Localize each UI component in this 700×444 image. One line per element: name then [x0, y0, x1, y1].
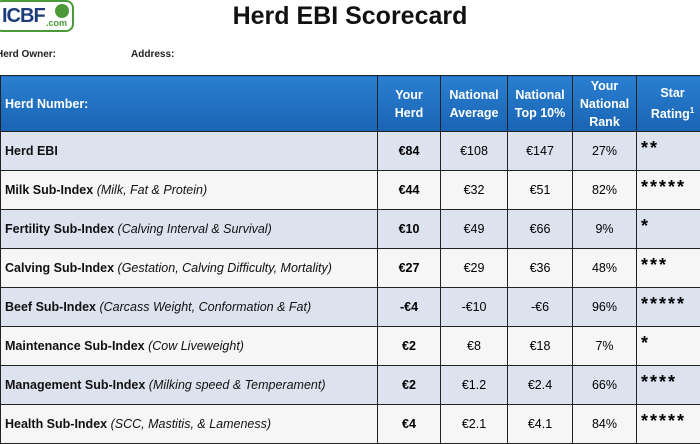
column-label: Your National Rank [580, 79, 629, 129]
row-label: Milk Sub-Index (Milk, Fat & Protein) [1, 171, 378, 210]
row-label: Health Sub-Index (SCC, Mastitis, & Lamen… [1, 405, 378, 444]
value-cell: €32 [441, 171, 508, 210]
row-detail: (Gestation, Calving Difficulty, Mortalit… [118, 261, 332, 275]
column-header: Star Rating1 [637, 76, 700, 132]
address-label: Address: [131, 49, 174, 60]
table-row: Calving Sub-Index (Gestation, Calving Di… [1, 249, 700, 288]
row-detail: (Cow Liveweight) [148, 339, 244, 353]
column-header: Herd Number: [1, 76, 378, 132]
row-name: Maintenance Sub-Index [5, 339, 145, 353]
column-label: Herd Number: [5, 97, 88, 111]
table-row: Health Sub-Index (SCC, Mastitis, & Lamen… [1, 405, 700, 444]
row-name: Fertility Sub-Index [5, 222, 114, 236]
row-name: Management Sub-Index [5, 378, 145, 392]
column-label: Your Herd [395, 88, 423, 120]
value-cell: €10 [378, 210, 441, 249]
scorecard-table: Herd Number: Your Herd National Average Nat… [0, 75, 700, 444]
row-detail: (SCC, Mastitis, & Lameness) [111, 417, 271, 431]
column-label: National Top 10% [515, 88, 565, 120]
row-detail: (Milk, Fat & Protein) [97, 183, 207, 197]
row-label: Maintenance Sub-Index (Cow Liveweight) [1, 327, 378, 366]
column-label: National Average [449, 88, 498, 120]
table-row: Milk Sub-Index (Milk, Fat & Protein)€44€… [1, 171, 700, 210]
row-detail: (Milking speed & Temperament) [149, 378, 326, 392]
value-cell: €36 [508, 249, 573, 288]
table-row: Management Sub-Index (Milking speed & Te… [1, 366, 700, 405]
value-cell: 27% [573, 132, 637, 171]
value-cell: €147 [508, 132, 573, 171]
footnote-marker: 1 [690, 106, 694, 115]
value-cell: €2.4 [508, 366, 573, 405]
value-cell: €29 [441, 249, 508, 288]
row-detail: (Calving Interval & Survival) [118, 222, 272, 236]
value-cell: €27 [378, 249, 441, 288]
value-cell: -€4 [378, 288, 441, 327]
row-name: Calving Sub-Index [5, 261, 114, 275]
value-cell: -€10 [441, 288, 508, 327]
page-body: ICBF .com Herd EBI Scorecard Herd Owner:… [0, 0, 700, 400]
value-cell: 9% [573, 210, 637, 249]
header-row: Herd Number: Your Herd National Average Nat… [1, 76, 700, 132]
value-cell: -€6 [508, 288, 573, 327]
value-cell: €8 [441, 327, 508, 366]
table-row: Maintenance Sub-Index (Cow Liveweight)€2… [1, 327, 700, 366]
column-header: National Average [441, 76, 508, 132]
value-cell: €2 [378, 366, 441, 405]
value-cell: €84 [378, 132, 441, 171]
value-cell: €49 [441, 210, 508, 249]
row-label: Fertility Sub-Index (Calving Interval & … [1, 210, 378, 249]
value-cell: €44 [378, 171, 441, 210]
value-cell: 96% [573, 288, 637, 327]
value-cell: 66% [573, 366, 637, 405]
star-rating: ***** [637, 288, 700, 327]
row-name: Milk Sub-Index [5, 183, 93, 197]
value-cell: 82% [573, 171, 637, 210]
row-label: Beef Sub-Index (Carcass Weight, Conforma… [1, 288, 378, 327]
column-header: National Top 10% [508, 76, 573, 132]
column-label: Star Rating [651, 86, 690, 121]
row-name: Herd EBI [5, 144, 58, 158]
value-cell: 7% [573, 327, 637, 366]
star-rating: * [637, 327, 700, 366]
star-rating: ***** [637, 405, 700, 444]
column-header: Your Herd [378, 76, 441, 132]
row-label: Management Sub-Index (Milking speed & Te… [1, 366, 378, 405]
table-row: Beef Sub-Index (Carcass Weight, Conforma… [1, 288, 700, 327]
value-cell: €2.1 [441, 405, 508, 444]
column-header: Your National Rank [573, 76, 637, 132]
value-cell: €66 [508, 210, 573, 249]
value-cell: €51 [508, 171, 573, 210]
value-cell: €4.1 [508, 405, 573, 444]
row-label: Calving Sub-Index (Gestation, Calving Di… [1, 249, 378, 288]
row-name: Health Sub-Index [5, 417, 107, 431]
star-rating: **** [637, 366, 700, 405]
value-cell: €18 [508, 327, 573, 366]
row-label: Herd EBI [1, 132, 378, 171]
value-cell: €1.2 [441, 366, 508, 405]
star-rating: * [637, 210, 700, 249]
value-cell: €108 [441, 132, 508, 171]
title: Herd EBI Scorecard [0, 2, 700, 31]
owner-label: Herd Owner: [0, 49, 56, 60]
table-row: Fertility Sub-Index (Calving Interval & … [1, 210, 700, 249]
row-name: Beef Sub-Index [5, 300, 96, 314]
value-cell: €4 [378, 405, 441, 444]
star-rating: ***** [637, 171, 700, 210]
value-cell: €2 [378, 327, 441, 366]
value-cell: 84% [573, 405, 637, 444]
page: {"header": {"logo": {"name": "ICBF", "su… [0, 0, 700, 400]
star-rating: ** [637, 132, 700, 171]
star-rating: *** [637, 249, 700, 288]
value-cell: 48% [573, 249, 637, 288]
row-detail: (Carcass Weight, Conformation & Fat) [99, 300, 311, 314]
